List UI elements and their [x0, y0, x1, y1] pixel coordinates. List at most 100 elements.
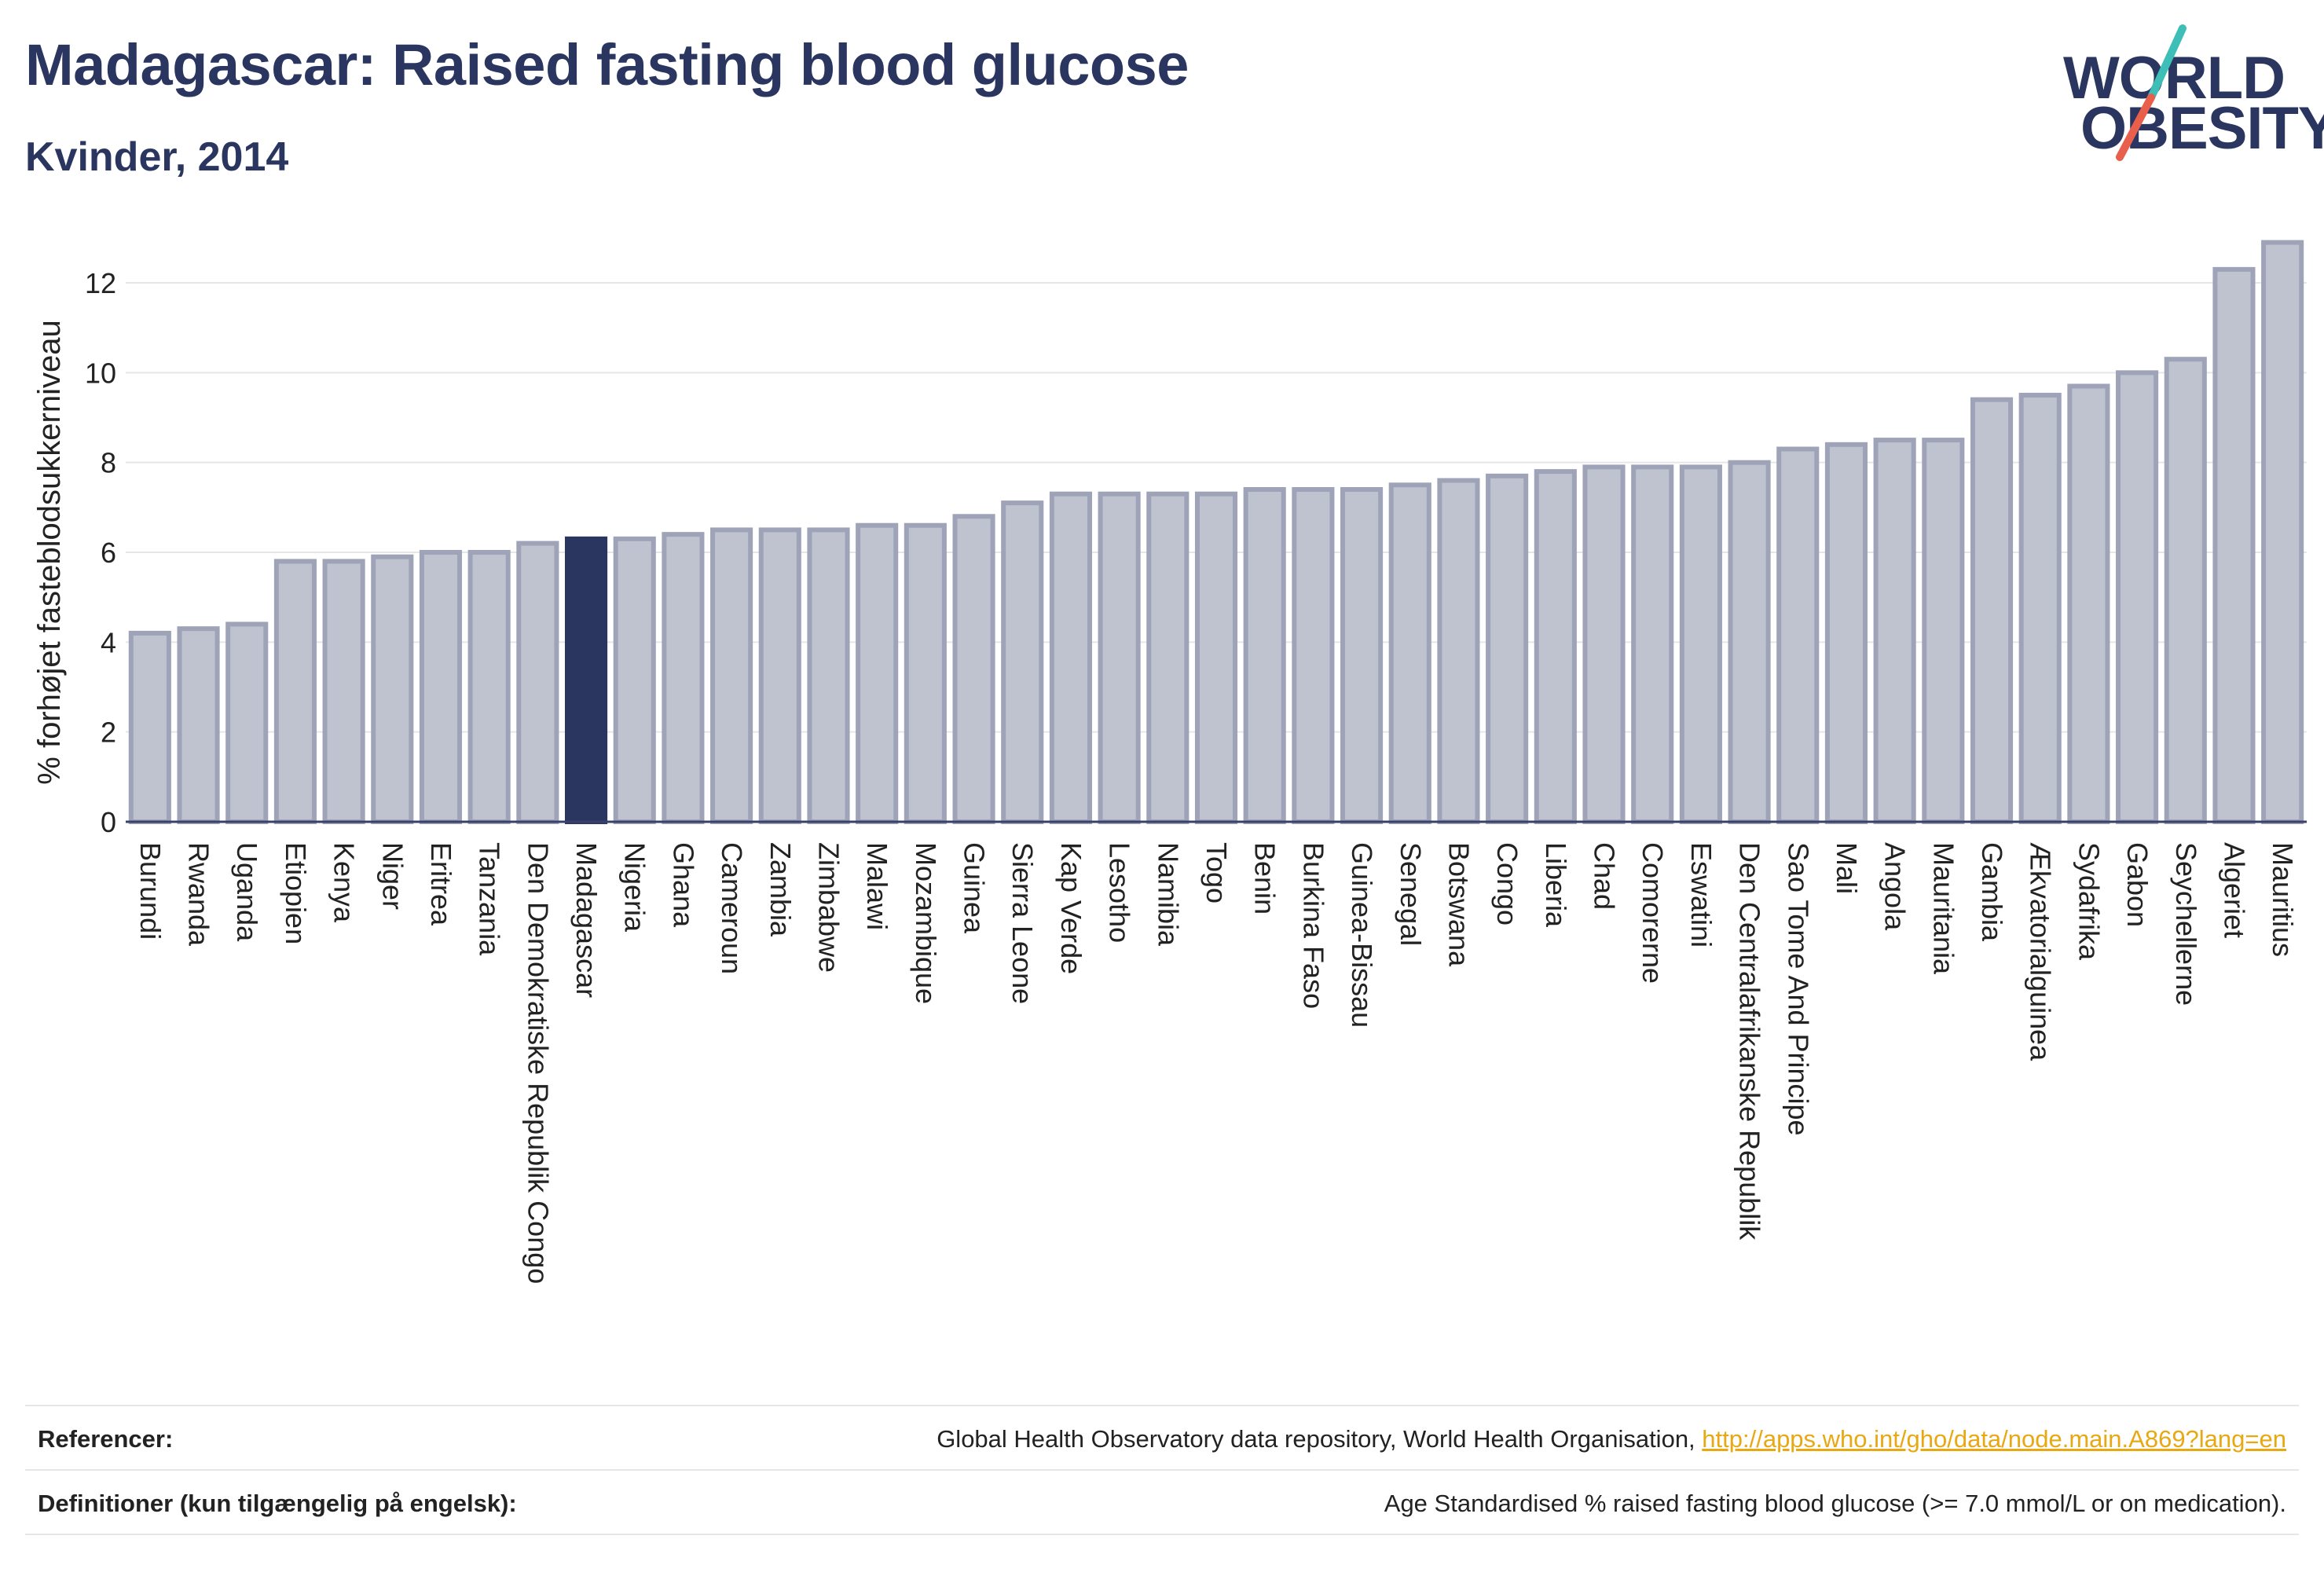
x-tick-label: Gabon	[2121, 842, 2154, 927]
x-tick-label: Benin	[1249, 842, 1281, 914]
bar-congo[interactable]	[1486, 473, 1529, 824]
x-axis-labels: Burundi Rwanda Uganda Etiopien Kenya Niger Eri…	[134, 842, 2299, 1284]
bar-sierra-leone[interactable]	[1001, 500, 1044, 824]
x-tick-label: Congo	[1491, 842, 1523, 925]
definitions-text: Age Standardised % raised fasting blood …	[1384, 1490, 2286, 1517]
bar-kap-verde[interactable]	[1049, 491, 1092, 824]
bar-mauritania[interactable]	[1922, 438, 1965, 824]
x-tick-label: Lesotho	[1104, 842, 1136, 943]
bar-sydafrika[interactable]	[2067, 383, 2110, 825]
x-tick-label: Mauritania	[1927, 842, 1959, 975]
bar-den-demokratiske-republik-congo[interactable]	[516, 541, 559, 824]
references-link[interactable]: http://apps.who.int/gho/data/node.main.A…	[1702, 1425, 2286, 1453]
bar-ækvatorialguinea[interactable]	[2018, 392, 2062, 824]
x-tick-label: Uganda	[231, 842, 263, 942]
x-tick-label: Malawi	[861, 842, 893, 930]
x-tick-label: Comorerne	[1637, 842, 1669, 984]
x-tick-label: Zimbabwe	[812, 842, 845, 973]
bar-chart: 0 2 4 6 8 10 12 Burundi Rwanda Uganda Etiopien Ken…	[32, 240, 2307, 1284]
x-tick-label: Guinea-Bissau	[1346, 842, 1378, 1028]
bar-eswatini[interactable]	[1679, 464, 1722, 825]
x-tick-label: Madagascar	[570, 842, 603, 998]
bar-eritrea[interactable]	[419, 550, 463, 825]
bar-tanzania[interactable]	[467, 550, 511, 825]
bar-ghana[interactable]	[662, 532, 705, 824]
y-tick-label: 2	[101, 717, 116, 749]
references-value: Global Health Observatory data repositor…	[937, 1425, 2286, 1453]
bar-seychellerne[interactable]	[2164, 357, 2207, 824]
x-tick-label: Senegal	[1395, 842, 1427, 946]
bar-liberia[interactable]	[1534, 469, 1577, 824]
y-axis-ticks: 0 2 4 6 8 10 12	[85, 267, 116, 838]
y-tick-label: 10	[85, 357, 116, 389]
bar-mali[interactable]	[1824, 442, 1868, 825]
references-row: Referencer: Global Health Observatory da…	[25, 1405, 2299, 1469]
x-tick-label: Ækvatorialguinea	[2025, 842, 2057, 1061]
bar-mauritius[interactable]	[2261, 240, 2304, 824]
bar-angola[interactable]	[1873, 438, 1916, 824]
bar-burkina-faso[interactable]	[1292, 486, 1335, 824]
x-tick-label: Niger	[376, 842, 409, 910]
y-axis-title: % forhøjet fasteblodsukkerniveau	[32, 320, 67, 784]
bar-zimbabwe[interactable]	[807, 527, 850, 825]
x-tick-label: Chad	[1589, 842, 1621, 910]
x-tick-label: Angola	[1879, 842, 1912, 931]
x-tick-label: Botswana	[1442, 842, 1475, 967]
x-tick-label: Mozambique	[910, 842, 942, 1004]
x-tick-label: Sydafrika	[2073, 842, 2105, 961]
bar-burundi[interactable]	[128, 630, 171, 825]
bar-zambia[interactable]	[758, 527, 801, 825]
bar-etiopien[interactable]	[273, 559, 317, 824]
bar-namibia[interactable]	[1146, 491, 1189, 824]
bar-algeriet[interactable]	[2212, 266, 2256, 824]
bar-senegal[interactable]	[1388, 482, 1431, 825]
y-tick-label: 12	[85, 267, 116, 299]
x-tick-label: Kap Verde	[1055, 842, 1087, 974]
bar-rwanda[interactable]	[177, 626, 220, 824]
x-tick-label: Cameroun	[716, 842, 748, 974]
bar-guinea-bissau[interactable]	[1340, 486, 1384, 824]
bar-kenya[interactable]	[322, 559, 365, 824]
bar-uganda[interactable]	[225, 621, 269, 824]
x-tick-label: Burkina Faso	[1297, 842, 1329, 1009]
bar-niger[interactable]	[371, 554, 414, 824]
x-tick-label: Eritrea	[425, 842, 457, 926]
bar-lesotho[interactable]	[1098, 491, 1141, 824]
bar-mozambique[interactable]	[904, 522, 947, 824]
x-tick-label: Den Demokratiske Republik Congo	[522, 842, 554, 1284]
bar-benin[interactable]	[1243, 486, 1286, 824]
bar-comorerne[interactable]	[1631, 464, 1674, 825]
bar-madagascar[interactable]	[564, 536, 608, 824]
bar-cameroun[interactable]	[710, 527, 753, 825]
x-tick-label: Ghana	[667, 842, 699, 928]
x-tick-label: Namibia	[1152, 842, 1184, 947]
y-tick-label: 8	[101, 447, 116, 479]
definitions-label: Definitioner (kun tilgængelig på engelsk…	[38, 1490, 517, 1517]
x-tick-label: Gambia	[1976, 842, 2008, 942]
x-tick-label: Eswatini	[1685, 842, 1717, 947]
bar-nigeria[interactable]	[613, 536, 656, 824]
bar-botswana[interactable]	[1437, 478, 1480, 824]
bars	[128, 240, 2304, 825]
bar-den-centralafrikanske-republik[interactable]	[1728, 460, 1771, 825]
y-tick-label: 6	[101, 537, 116, 569]
bar-gabon[interactable]	[2116, 370, 2159, 824]
x-tick-label: Den Centralafrikanske Republik	[1734, 842, 1766, 1241]
x-tick-label: Burundi	[134, 842, 167, 940]
logo-word-world: WORLD	[2063, 45, 2286, 112]
bar-togo[interactable]	[1194, 491, 1238, 824]
bar-chad[interactable]	[1582, 464, 1626, 825]
bar-guinea[interactable]	[952, 514, 995, 824]
world-obesity-logo: WORLD OBESITY	[2051, 22, 2324, 163]
x-tick-label: Kenya	[328, 842, 361, 923]
x-tick-label: Etiopien	[280, 842, 312, 944]
y-tick-label: 0	[101, 806, 116, 838]
x-tick-label: Zambia	[764, 842, 797, 937]
bar-malawi[interactable]	[856, 522, 899, 824]
x-tick-label: Sao Tome And Principe	[1782, 842, 1814, 1136]
x-tick-label: Sierra Leone	[1006, 842, 1039, 1004]
bar-gambia[interactable]	[1970, 397, 2014, 824]
x-tick-label: Tanzania	[474, 842, 506, 956]
bar-sao-tome-and-principe[interactable]	[1776, 446, 1820, 824]
x-tick-label: Rwanda	[183, 842, 215, 947]
